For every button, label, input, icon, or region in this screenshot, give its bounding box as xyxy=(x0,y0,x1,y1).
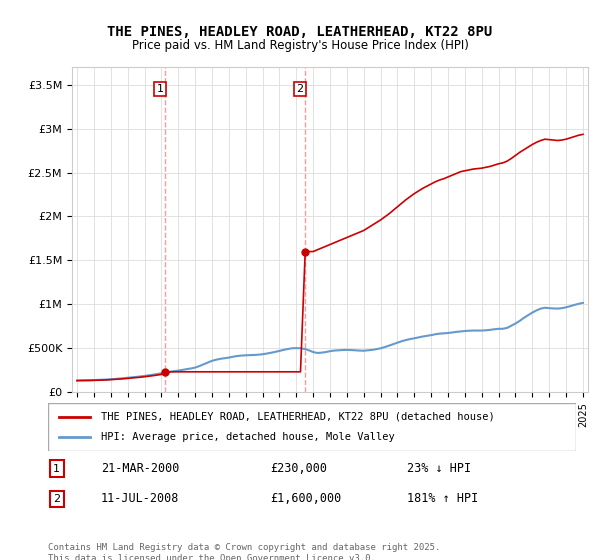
Text: THE PINES, HEADLEY ROAD, LEATHERHEAD, KT22 8PU: THE PINES, HEADLEY ROAD, LEATHERHEAD, KT… xyxy=(107,25,493,39)
Text: £230,000: £230,000 xyxy=(270,462,327,475)
Text: 2: 2 xyxy=(53,494,61,504)
Text: 21-MAR-2000: 21-MAR-2000 xyxy=(101,462,179,475)
Text: Contains HM Land Registry data © Crown copyright and database right 2025.
This d: Contains HM Land Registry data © Crown c… xyxy=(48,543,440,560)
Text: 181% ↑ HPI: 181% ↑ HPI xyxy=(407,492,478,506)
Text: HPI: Average price, detached house, Mole Valley: HPI: Average price, detached house, Mole… xyxy=(101,432,395,442)
Text: 11-JUL-2008: 11-JUL-2008 xyxy=(101,492,179,506)
FancyBboxPatch shape xyxy=(48,403,576,451)
Text: THE PINES, HEADLEY ROAD, LEATHERHEAD, KT22 8PU (detached house): THE PINES, HEADLEY ROAD, LEATHERHEAD, KT… xyxy=(101,412,494,422)
Text: Price paid vs. HM Land Registry's House Price Index (HPI): Price paid vs. HM Land Registry's House … xyxy=(131,39,469,52)
Text: 1: 1 xyxy=(157,84,164,94)
Text: 2: 2 xyxy=(296,84,304,94)
Text: 1: 1 xyxy=(53,464,60,474)
Text: £1,600,000: £1,600,000 xyxy=(270,492,341,506)
Text: 23% ↓ HPI: 23% ↓ HPI xyxy=(407,462,471,475)
